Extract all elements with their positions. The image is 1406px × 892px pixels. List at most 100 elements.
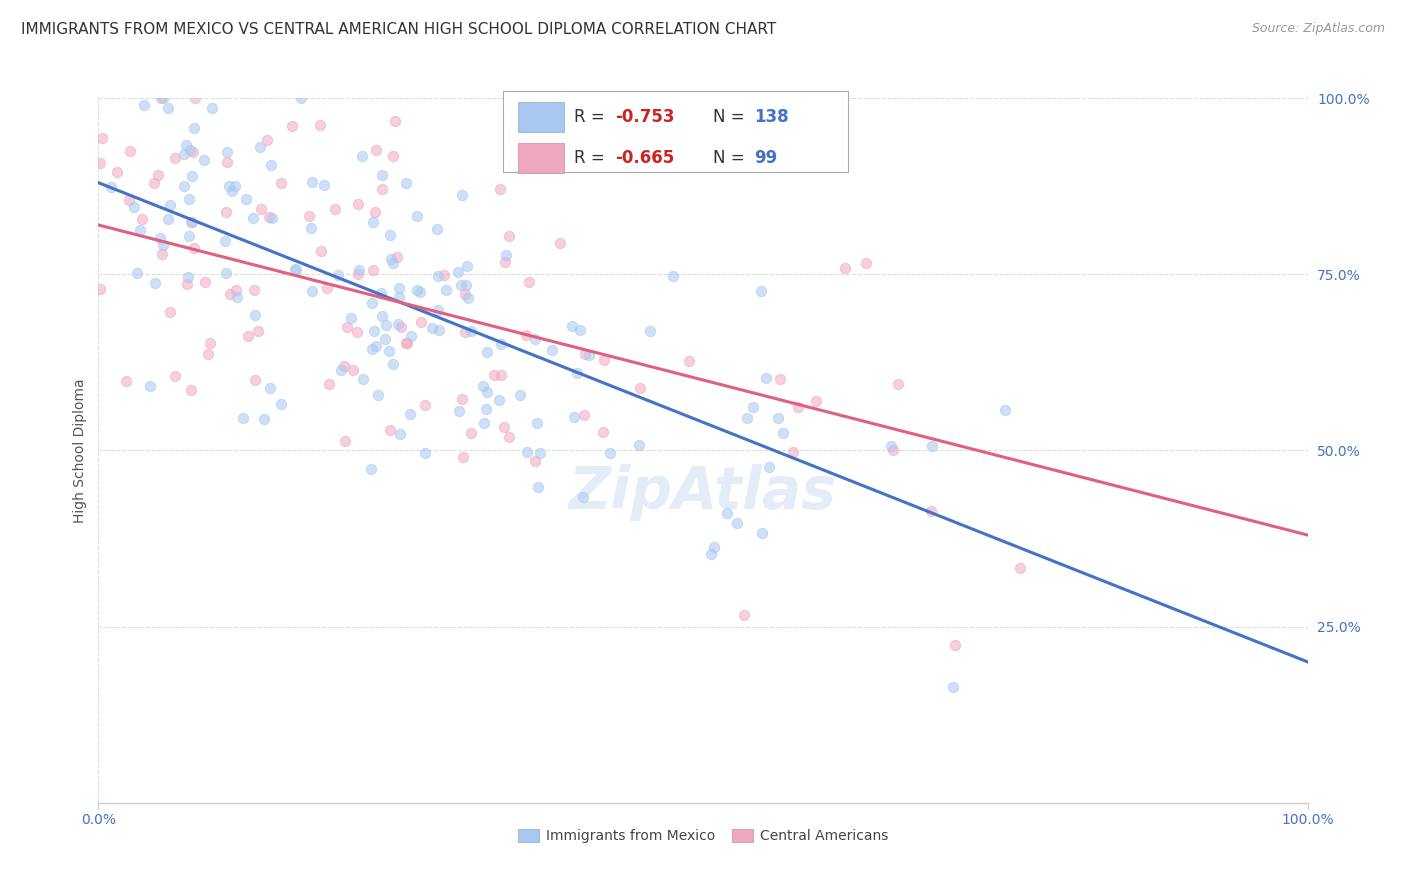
Point <box>413 398 436 412</box>
Point <box>249 202 271 217</box>
Point <box>395 335 418 350</box>
Point <box>662 268 685 283</box>
Point <box>347 197 370 211</box>
Point <box>524 453 547 467</box>
Point <box>494 255 516 269</box>
Point <box>716 506 738 520</box>
Point <box>299 221 322 235</box>
Point <box>1010 561 1032 575</box>
Point <box>214 266 236 280</box>
Point <box>406 283 429 297</box>
Point <box>371 310 394 324</box>
Point <box>280 120 302 134</box>
Text: IMMIGRANTS FROM MEXICO VS CENTRAL AMERICAN HIGH SCHOOL DIPLOMA CORRELATION CHART: IMMIGRANTS FROM MEXICO VS CENTRAL AMERIC… <box>21 22 776 37</box>
Point <box>363 324 385 338</box>
Point <box>758 459 780 474</box>
Point <box>380 252 402 266</box>
Point <box>298 209 321 223</box>
Point <box>515 328 537 343</box>
Point <box>257 210 280 224</box>
Point <box>474 401 496 416</box>
Point <box>201 101 224 115</box>
Point <box>399 407 422 421</box>
Point <box>260 158 283 172</box>
Point <box>766 411 789 425</box>
Point <box>450 392 472 406</box>
Point <box>592 425 614 439</box>
Point <box>371 182 394 196</box>
Point <box>243 283 266 297</box>
Point <box>434 283 457 297</box>
Point <box>564 410 586 425</box>
Point <box>360 462 382 476</box>
Point <box>451 450 474 465</box>
Point <box>855 256 877 270</box>
Point <box>388 281 411 295</box>
Point <box>638 324 661 338</box>
Point <box>150 247 173 261</box>
FancyBboxPatch shape <box>517 144 564 173</box>
Point <box>384 113 406 128</box>
Point <box>382 357 405 371</box>
Point <box>301 175 323 189</box>
Point <box>593 353 616 368</box>
Point <box>347 267 370 281</box>
Point <box>247 324 270 338</box>
Point <box>340 311 363 326</box>
Point <box>396 335 419 350</box>
Point <box>326 268 349 283</box>
Point <box>180 215 202 229</box>
Point <box>245 308 267 322</box>
Point <box>361 263 384 277</box>
Point <box>725 516 748 530</box>
Point <box>409 285 432 299</box>
Point <box>755 371 778 385</box>
Point <box>120 144 142 158</box>
Point <box>184 91 207 105</box>
Legend: Immigrants from Mexico, Central Americans: Immigrants from Mexico, Central American… <box>513 823 893 848</box>
Point <box>420 321 443 335</box>
Point <box>787 400 810 414</box>
Point <box>100 179 122 194</box>
Point <box>451 187 474 202</box>
Text: R =: R = <box>574 108 610 126</box>
Point <box>193 153 215 168</box>
Point <box>509 96 531 111</box>
Point <box>333 359 356 373</box>
Point <box>578 348 600 362</box>
Point <box>517 275 540 289</box>
Point <box>159 305 181 319</box>
Point <box>131 211 153 226</box>
Point <box>173 146 195 161</box>
Text: ZipAtlas: ZipAtlas <box>569 464 837 521</box>
Point <box>737 411 759 425</box>
Point <box>751 525 773 540</box>
Point <box>270 397 292 411</box>
Point <box>198 336 221 351</box>
Point <box>488 393 510 408</box>
Point <box>460 324 482 338</box>
Point <box>361 296 384 310</box>
Point <box>920 504 942 518</box>
Point <box>180 169 202 183</box>
Point <box>371 168 394 182</box>
Point <box>574 408 596 422</box>
Point <box>290 91 312 105</box>
Point <box>804 394 827 409</box>
Point <box>370 286 392 301</box>
Point <box>361 342 384 356</box>
Point <box>385 250 408 264</box>
Point <box>733 608 755 623</box>
Point <box>374 318 396 332</box>
Point <box>224 179 246 194</box>
Point <box>243 373 266 387</box>
Point <box>880 439 903 453</box>
Point <box>993 403 1015 417</box>
Point <box>225 283 247 297</box>
Point <box>574 347 596 361</box>
Point <box>426 222 449 236</box>
Point <box>426 302 449 317</box>
Point <box>157 101 180 115</box>
Point <box>742 400 765 414</box>
Point <box>482 368 505 382</box>
